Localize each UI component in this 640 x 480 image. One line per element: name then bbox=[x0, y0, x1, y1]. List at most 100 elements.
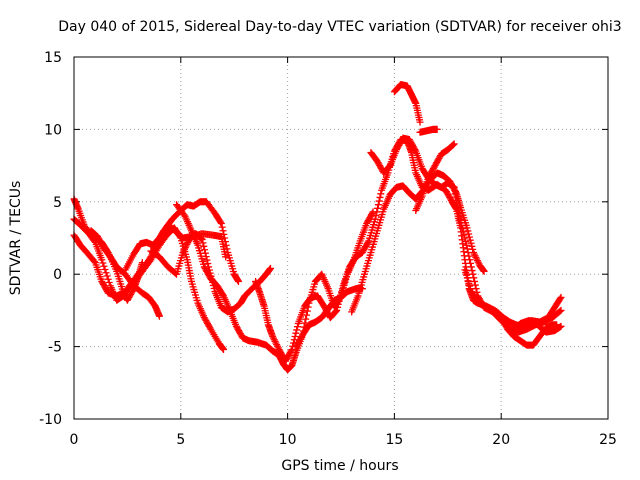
data-point bbox=[474, 258, 482, 266]
data-point bbox=[458, 222, 466, 230]
data-point bbox=[368, 209, 376, 217]
data-point bbox=[273, 341, 281, 349]
data-point bbox=[459, 228, 467, 236]
data-point bbox=[472, 253, 480, 261]
data-point bbox=[220, 345, 228, 353]
data-point bbox=[433, 125, 441, 133]
data-point bbox=[292, 329, 300, 337]
data-point bbox=[218, 223, 226, 231]
data-point bbox=[176, 233, 184, 241]
data-point bbox=[468, 267, 476, 275]
data-point bbox=[372, 212, 380, 220]
data-point bbox=[463, 245, 471, 253]
data-point bbox=[374, 204, 382, 212]
data-point bbox=[473, 257, 481, 265]
data-point bbox=[220, 230, 228, 238]
data-point bbox=[456, 216, 464, 224]
series-track-14 bbox=[412, 140, 458, 214]
data-point bbox=[104, 275, 112, 283]
data-point bbox=[181, 244, 189, 252]
data-point bbox=[221, 238, 229, 246]
data-point bbox=[179, 248, 187, 256]
data-point bbox=[184, 239, 192, 247]
data-point bbox=[303, 311, 311, 319]
data-point bbox=[221, 234, 229, 242]
data-point bbox=[557, 322, 565, 330]
data-point bbox=[274, 344, 282, 352]
data-point bbox=[557, 306, 565, 314]
y-tick-label: -10 bbox=[39, 412, 62, 428]
y-tick-label: -5 bbox=[48, 340, 62, 356]
data-point bbox=[376, 193, 384, 201]
data-point bbox=[462, 238, 470, 246]
x-axis-label: GPS time / hours bbox=[281, 458, 398, 474]
data-point bbox=[471, 277, 478, 285]
grid-lines bbox=[74, 57, 608, 419]
data-point bbox=[90, 257, 98, 265]
data-point bbox=[466, 259, 474, 267]
series-track-16 bbox=[508, 317, 565, 336]
data-point bbox=[105, 279, 113, 287]
data-point bbox=[411, 146, 419, 154]
data-point bbox=[449, 141, 457, 149]
data-point bbox=[467, 263, 475, 271]
data-point bbox=[269, 334, 277, 342]
y-axis-label: SDTVAR / TECUs bbox=[8, 181, 24, 296]
data-point bbox=[217, 218, 225, 226]
series-track-9 bbox=[292, 208, 377, 351]
data-point bbox=[374, 201, 382, 209]
data-point bbox=[463, 224, 471, 232]
data-point bbox=[293, 323, 301, 331]
data-point bbox=[462, 241, 470, 249]
data-point bbox=[103, 272, 111, 280]
data-point bbox=[469, 270, 477, 278]
x-tick-label: 25 bbox=[599, 432, 617, 448]
data-point bbox=[101, 265, 109, 273]
y-tick-label: 0 bbox=[53, 267, 62, 283]
data-point bbox=[203, 256, 211, 264]
y-tick-label: 10 bbox=[44, 122, 62, 138]
data-point bbox=[300, 323, 308, 331]
data-point bbox=[299, 327, 307, 335]
x-tick-label: 15 bbox=[385, 432, 403, 448]
data-point bbox=[465, 230, 473, 238]
data-point bbox=[197, 235, 205, 243]
data-point bbox=[557, 293, 565, 301]
data-point bbox=[299, 331, 307, 339]
plot-frame bbox=[73, 56, 609, 420]
data-point bbox=[269, 332, 277, 340]
data-point bbox=[471, 281, 479, 289]
data-point bbox=[290, 336, 298, 344]
data-point bbox=[336, 293, 344, 301]
data-point bbox=[182, 242, 190, 250]
series-track-7 bbox=[173, 201, 366, 374]
data-point bbox=[480, 267, 488, 275]
data-point bbox=[201, 246, 209, 254]
data-point bbox=[98, 256, 106, 264]
data-point bbox=[288, 345, 296, 353]
data-point bbox=[223, 245, 231, 253]
data-point bbox=[217, 220, 225, 228]
data-point bbox=[204, 260, 212, 268]
series-track-12 bbox=[390, 81, 424, 126]
data-point bbox=[465, 233, 473, 241]
data-point bbox=[180, 247, 188, 255]
data-point bbox=[271, 337, 279, 345]
data-point bbox=[458, 225, 466, 233]
x-tick-label: 5 bbox=[176, 432, 185, 448]
series-track-4 bbox=[87, 227, 163, 320]
data-point bbox=[377, 190, 385, 198]
y-tick-label: 5 bbox=[53, 195, 62, 211]
data-point bbox=[155, 312, 163, 320]
data-point bbox=[369, 208, 377, 216]
data-point bbox=[465, 252, 473, 260]
data-point bbox=[181, 245, 189, 253]
series-track-13 bbox=[416, 125, 441, 136]
data-point bbox=[198, 235, 206, 243]
data-series bbox=[70, 81, 565, 374]
data-point bbox=[99, 259, 107, 267]
x-tick-label: 10 bbox=[279, 432, 297, 448]
data-point bbox=[466, 256, 474, 264]
data-point bbox=[364, 238, 372, 246]
